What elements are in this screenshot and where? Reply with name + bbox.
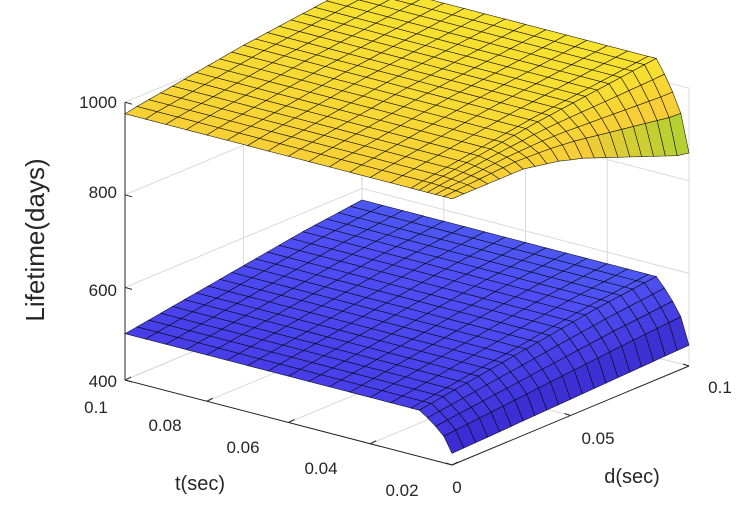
z-tick-mark	[124, 379, 133, 383]
t-tick-label: 0.06	[226, 438, 259, 457]
t-axis-ticks: 0.1 0.08 0.06 0.04 0.02	[84, 398, 418, 500]
lower-surface-patch	[443, 429, 465, 454]
t-tick-label: 0.08	[148, 416, 181, 435]
z-tick-mark	[124, 194, 133, 198]
t-tick-mark	[206, 397, 213, 402]
t-axis-label: t(sec)	[175, 473, 225, 495]
t-tick-label: 0.02	[385, 481, 418, 500]
t-tick-mark	[451, 461, 459, 466]
d-tick-mark	[682, 363, 690, 367]
d-axis-ticks: 0 0.05 0.1	[452, 378, 732, 497]
t-tick-label: 0.04	[304, 459, 337, 478]
z-tick-label: 600	[89, 281, 117, 300]
upper-surface	[124, 0, 690, 200]
d-tick-label: 0	[452, 478, 461, 497]
z-tick-label: 800	[89, 183, 117, 202]
d-tick-mark	[445, 462, 453, 466]
z-tick-mark	[124, 101, 133, 105]
t-tick-mark	[288, 419, 295, 423]
z-tick-mark	[124, 286, 133, 290]
t-tick-mark	[124, 376, 132, 381]
d-axis-label: d(sec)	[604, 466, 660, 488]
lower-surface	[124, 199, 690, 454]
z-axis-label: Lifetime(days)	[20, 158, 50, 321]
z-tick-label: 1000	[79, 93, 117, 112]
upper-surface-patch	[442, 190, 465, 200]
z-tick-label: 400	[89, 372, 117, 391]
d-tick-label: 0.05	[581, 429, 614, 448]
t-tick-label: 0.1	[84, 398, 108, 417]
d-tick-label: 0.1	[708, 378, 732, 397]
z-axis-ticks: 400 600 800 1000	[79, 93, 117, 391]
d-tick-mark	[564, 413, 571, 416]
t-tick-mark	[370, 440, 377, 445]
